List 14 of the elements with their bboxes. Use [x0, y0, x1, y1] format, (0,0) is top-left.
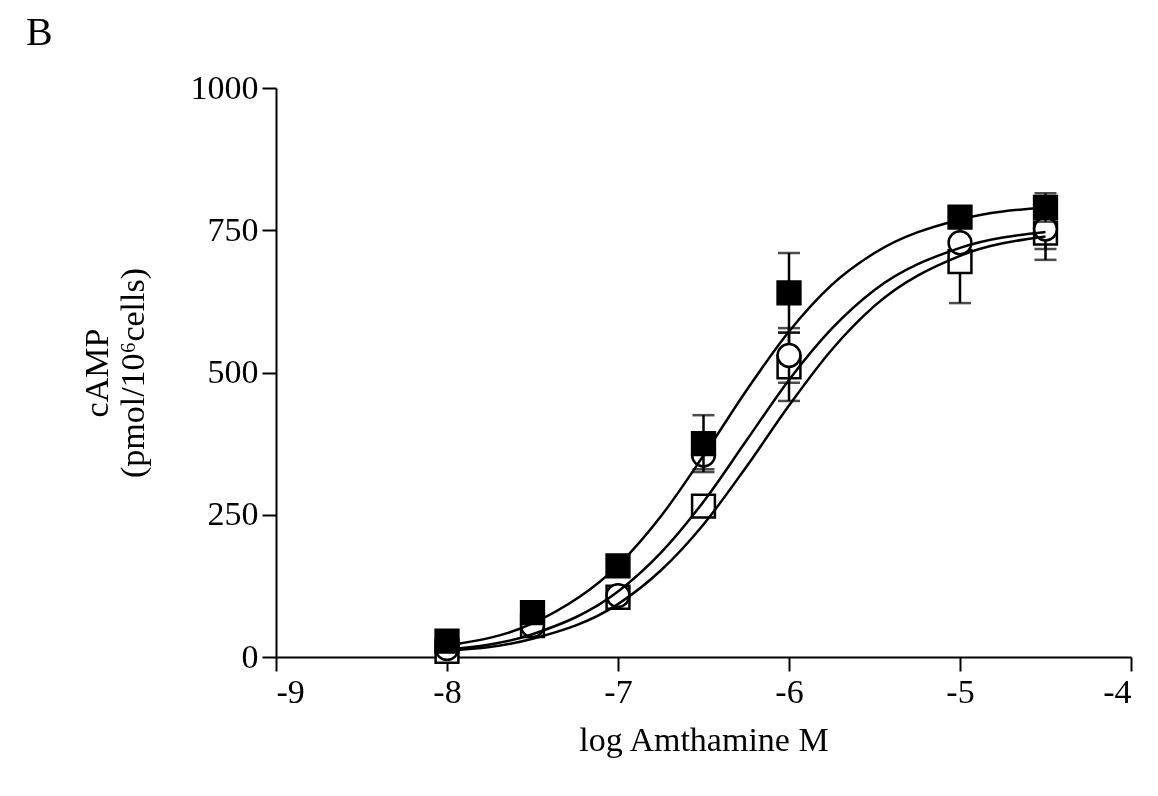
y-tick-label: 0 — [241, 637, 259, 675]
x-tick-label: -8 — [433, 672, 462, 710]
x-tick-label: -9 — [276, 672, 305, 710]
y-axis-title: cAMP (pmol/10⁶cells) — [77, 267, 152, 479]
y-tick-label: 750 — [207, 210, 259, 248]
x-tick-label: -5 — [946, 672, 975, 710]
text: B — [26, 9, 53, 54]
x-tick-label: -4 — [1103, 672, 1132, 710]
x-axis-title: log Amthamine M — [579, 720, 829, 758]
y-tick-label: 250 — [207, 495, 259, 533]
x-tick-label: -6 — [775, 672, 804, 710]
x-tick-label: -7 — [604, 672, 633, 710]
y-tick-label: 500 — [207, 353, 259, 390]
y-tick-label: 1000 — [190, 68, 259, 106]
